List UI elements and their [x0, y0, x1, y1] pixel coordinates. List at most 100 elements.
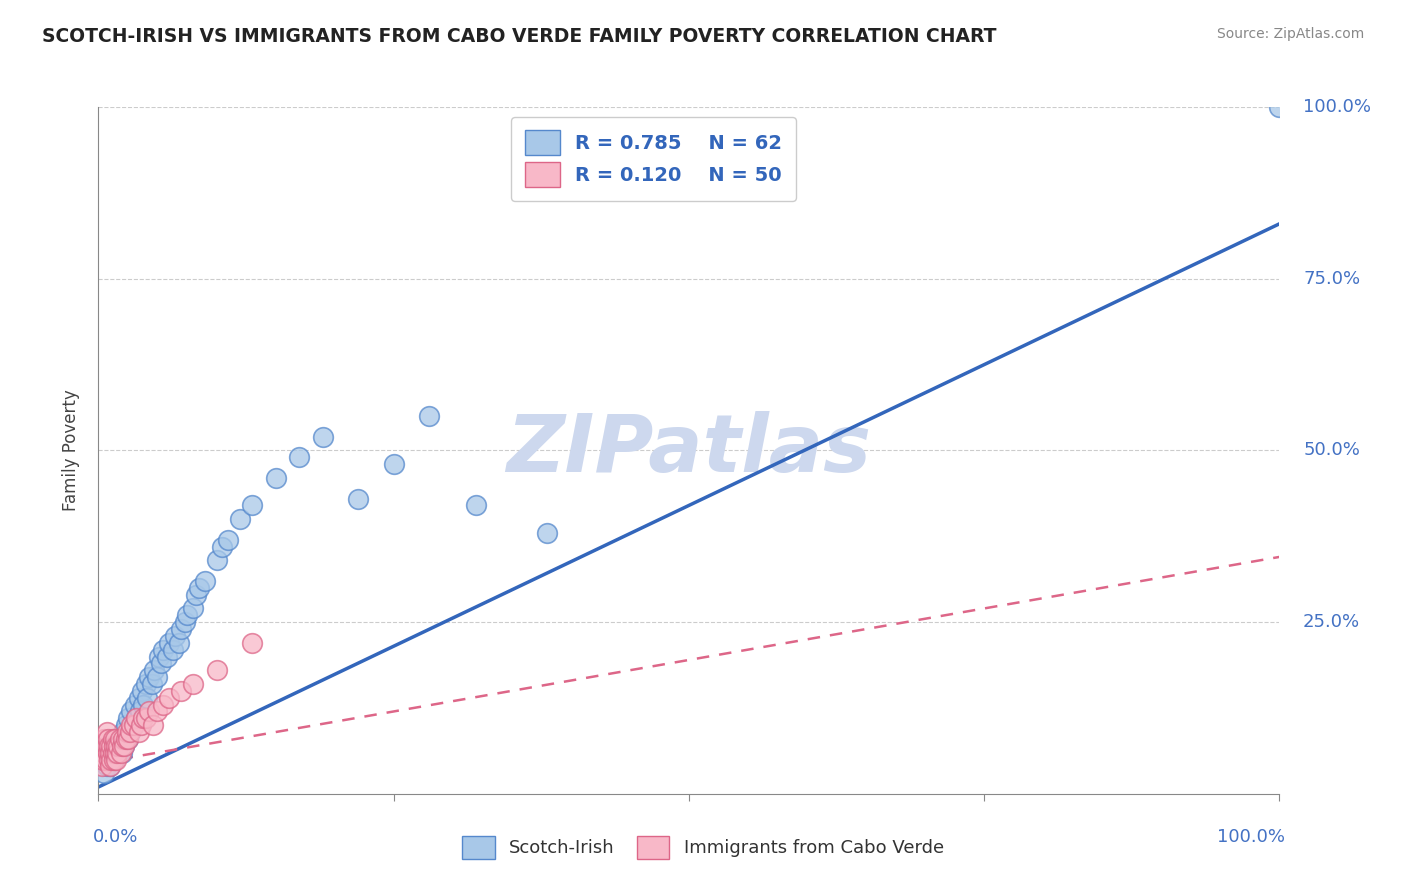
Point [117, 731, 139, 746]
Point [111, 731, 134, 746]
Point [122, 718, 145, 732]
Point [108, 731, 131, 746]
Point [98, 746, 121, 760]
Point [176, 608, 198, 623]
Point [124, 698, 146, 712]
Point [152, 698, 174, 712]
Point [211, 540, 233, 554]
Point [170, 683, 193, 698]
Point [167, 636, 190, 650]
Point [120, 725, 142, 739]
Point [128, 725, 150, 739]
Point [157, 690, 180, 705]
Point [114, 731, 136, 746]
Point [110, 746, 132, 760]
Point [173, 615, 195, 630]
Point [128, 705, 150, 719]
Point [170, 622, 193, 636]
Point [112, 739, 135, 753]
Point [125, 711, 148, 725]
Text: 100.0%: 100.0% [1218, 828, 1285, 847]
Point [128, 690, 150, 705]
Point [98, 753, 121, 767]
Point [135, 677, 157, 691]
Point [98, 753, 121, 767]
Point [105, 739, 128, 753]
Text: ZIPatlas: ZIPatlas [506, 411, 872, 490]
Text: Source: ZipAtlas.com: Source: ZipAtlas.com [1216, 27, 1364, 41]
Point [94, 753, 117, 767]
Point [382, 457, 405, 471]
Point [103, 753, 125, 767]
Point [98, 739, 121, 753]
Point [105, 739, 128, 753]
Point [105, 753, 128, 767]
Point [1268, 100, 1291, 114]
Point [98, 759, 121, 773]
Point [117, 711, 139, 725]
Point [114, 718, 136, 732]
Point [165, 629, 187, 643]
Point [264, 471, 287, 485]
Point [135, 690, 157, 705]
Point [121, 705, 143, 719]
Legend: Scotch-Irish, Immigrants from Cabo Verde: Scotch-Irish, Immigrants from Cabo Verde [451, 825, 955, 870]
Point [131, 683, 153, 698]
Point [288, 450, 311, 465]
Text: SCOTCH-IRISH VS IMMIGRANTS FROM CABO VERDE FAMILY POVERTY CORRELATION CHART: SCOTCH-IRISH VS IMMIGRANTS FROM CABO VER… [42, 27, 997, 45]
Point [98, 759, 121, 773]
Point [121, 718, 143, 732]
Point [104, 746, 127, 760]
Point [96, 739, 118, 753]
Text: 75.0%: 75.0% [1303, 269, 1360, 288]
Point [142, 718, 165, 732]
Point [157, 636, 180, 650]
Point [93, 746, 115, 760]
Point [205, 663, 228, 677]
Point [162, 642, 184, 657]
Y-axis label: Family Poverty: Family Poverty [62, 390, 80, 511]
Point [97, 746, 120, 760]
Point [100, 739, 122, 753]
Point [115, 725, 138, 739]
Point [104, 731, 127, 746]
Point [117, 731, 139, 746]
Point [105, 746, 128, 760]
Point [105, 731, 128, 746]
Point [138, 670, 160, 684]
Point [186, 588, 208, 602]
Point [217, 533, 239, 547]
Point [148, 649, 170, 664]
Point [142, 663, 165, 677]
Text: 0.0%: 0.0% [93, 828, 138, 847]
Point [240, 636, 263, 650]
Point [112, 725, 135, 739]
Point [181, 601, 204, 615]
Point [112, 739, 135, 753]
Point [229, 512, 252, 526]
Point [120, 725, 142, 739]
Point [146, 705, 169, 719]
Point [96, 759, 118, 773]
Point [181, 677, 204, 691]
Point [152, 642, 174, 657]
Point [108, 739, 131, 753]
Point [418, 409, 440, 423]
Text: 50.0%: 50.0% [1303, 442, 1360, 459]
Point [138, 705, 160, 719]
Point [187, 581, 209, 595]
Point [93, 731, 115, 746]
Point [97, 753, 120, 767]
Point [150, 657, 173, 671]
Point [111, 739, 134, 753]
Point [156, 649, 179, 664]
Point [107, 739, 129, 753]
Text: 25.0%: 25.0% [1303, 613, 1360, 632]
Point [194, 574, 217, 588]
Point [146, 670, 169, 684]
Point [93, 766, 115, 780]
Point [205, 553, 228, 567]
Point [132, 711, 155, 725]
Point [97, 731, 120, 746]
Point [101, 746, 124, 760]
